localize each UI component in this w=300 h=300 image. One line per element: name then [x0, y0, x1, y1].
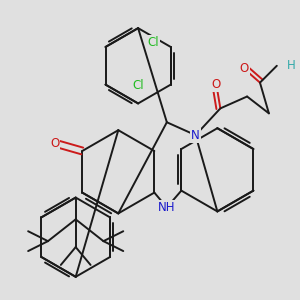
Text: O: O [239, 62, 249, 75]
Text: O: O [212, 78, 221, 91]
Text: NH: NH [158, 201, 175, 214]
Text: O: O [50, 136, 59, 150]
Text: N: N [191, 129, 200, 142]
Text: H: H [287, 59, 296, 72]
Text: Cl: Cl [147, 35, 159, 49]
Text: Cl: Cl [132, 79, 144, 92]
